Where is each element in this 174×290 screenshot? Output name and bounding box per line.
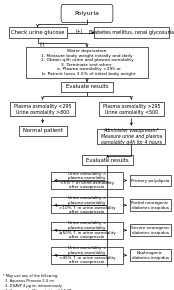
Text: Urine osmolality =
plasma osmolality
<5% ↑ in urine osmolality
after vasopressin: Urine osmolality = plasma osmolality <5%… [60,172,114,189]
Text: Partial neurogenic
diabetes insipidus: Partial neurogenic diabetes insipidus [132,201,169,210]
Text: Urine osmolality =
plasma osmolality
≥50% ↑ in urine osmolality
after vasopressi: Urine osmolality = plasma osmolality ≥50… [59,221,115,239]
Text: Administer vasopressin*
Measure urine and plasma
osmolality q4h for 4 hours: Administer vasopressin* Measure urine an… [101,128,162,145]
FancyBboxPatch shape [51,197,123,213]
FancyBboxPatch shape [19,126,66,136]
FancyBboxPatch shape [97,129,165,144]
Text: Water deprivation
1. Measure body weight initially and daily
2. Obtain q3h urine: Water deprivation 1. Measure body weight… [38,49,136,76]
Text: Diabetes mellitus, renal glycosuria: Diabetes mellitus, renal glycosuria [89,30,174,35]
FancyBboxPatch shape [130,175,171,186]
FancyBboxPatch shape [51,247,123,264]
FancyBboxPatch shape [130,249,171,261]
Text: Primary polydipsia: Primary polydipsia [131,179,169,182]
Text: Severe neurogenic
diabetes insipidus: Severe neurogenic diabetes insipidus [131,226,169,235]
FancyBboxPatch shape [94,27,169,38]
FancyBboxPatch shape [26,47,148,78]
Text: Plasma osmolality >295
Urine osmolality <500: Plasma osmolality >295 Urine osmolality … [103,104,160,115]
FancyBboxPatch shape [51,222,123,238]
Text: Check urine glucose: Check urine glucose [11,30,64,35]
FancyBboxPatch shape [61,4,113,23]
Text: Evaluate results: Evaluate results [66,84,108,89]
Text: (-): (-) [39,41,44,47]
Text: Evaluate results: Evaluate results [86,157,129,163]
Text: Urine osmolality <
plasma osmolality
<45% ↑ in urine osmolality
after vasopressi: Urine osmolality < plasma osmolality <45… [59,246,115,264]
Text: Urine osmolality =
plasma osmolality
>10% ↑ in urine osmolality
after vasopressi: Urine osmolality = plasma osmolality >10… [59,196,115,214]
FancyBboxPatch shape [82,155,133,165]
Text: (+): (+) [76,28,83,34]
FancyBboxPatch shape [99,102,164,116]
Text: Polyuria: Polyuria [74,11,100,16]
Text: Normal patient: Normal patient [23,128,62,133]
FancyBboxPatch shape [51,172,123,189]
FancyBboxPatch shape [130,199,171,211]
FancyBboxPatch shape [10,102,75,116]
Text: * May use any of the following:
  1. Aqueous Pitressin 5 U im
  2. DDAVP 4 μg im: * May use any of the following: 1. Aqueo… [3,274,72,290]
FancyBboxPatch shape [9,27,66,38]
Text: Nephrogenic
diabetes insipidus: Nephrogenic diabetes insipidus [132,251,169,260]
FancyBboxPatch shape [130,224,171,236]
Text: Plasma osmolality <295
Urine osmolality >800: Plasma osmolality <295 Urine osmolality … [14,104,71,115]
FancyBboxPatch shape [61,82,113,92]
